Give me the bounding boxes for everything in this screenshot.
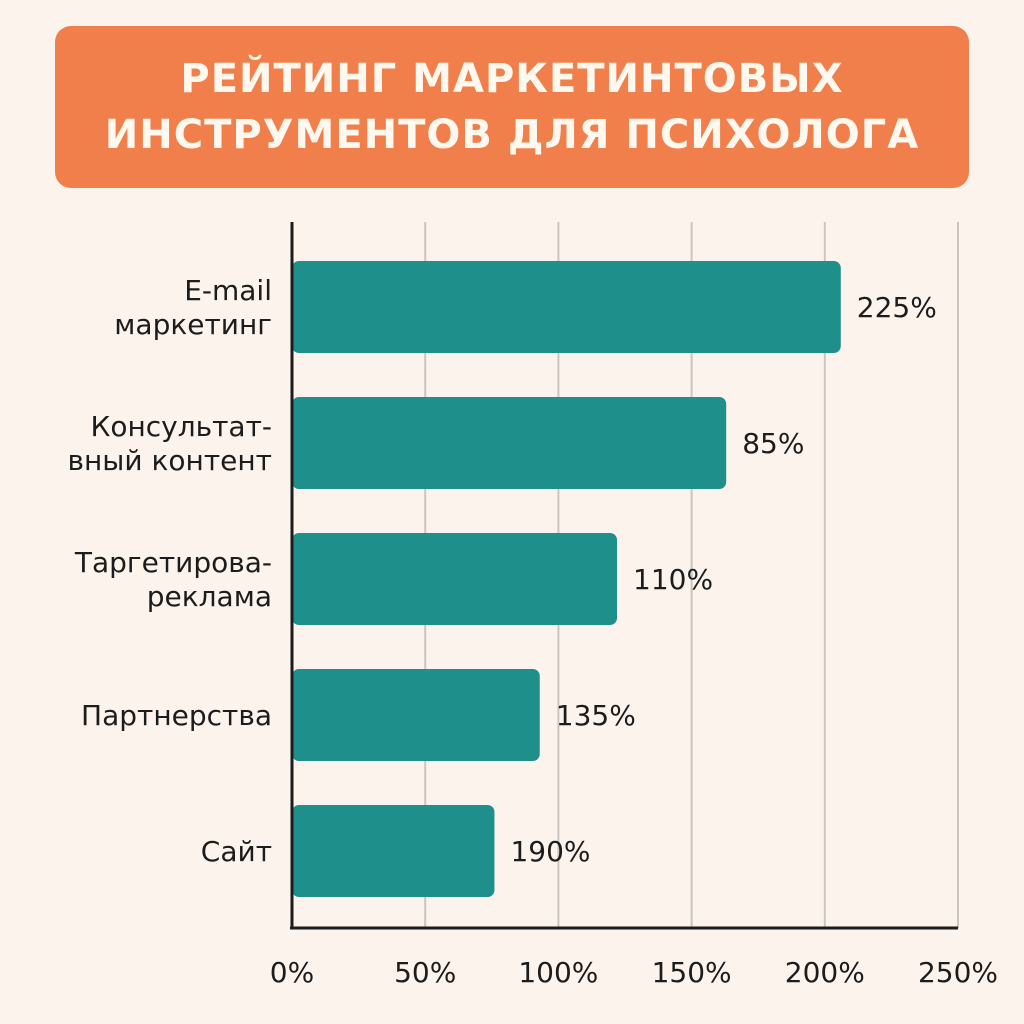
- bar-1: [292, 397, 727, 489]
- category-label-0-1: маркетинг: [114, 308, 272, 341]
- x-tick-label-150: 150%: [652, 956, 732, 989]
- x-tick-label-250: 250%: [918, 956, 998, 989]
- category-label-3-0: Партнерства: [81, 699, 272, 732]
- value-label-1: 85%: [742, 427, 804, 460]
- value-label-2: 110%: [633, 563, 713, 596]
- value-label-3: 135%: [556, 699, 636, 732]
- category-label-0-0: E-mail: [184, 274, 272, 307]
- x-tick-label-100: 100%: [518, 956, 598, 989]
- bar-3: [292, 669, 540, 761]
- value-label-0: 225%: [857, 291, 937, 324]
- category-label-1-0: Консультат-: [90, 410, 272, 443]
- category-label-2-1: реклама: [147, 580, 272, 613]
- x-tick-label-0: 0%: [270, 956, 314, 989]
- x-tick-label-200: 200%: [785, 956, 865, 989]
- title-banner: РЕЙТИНГ МАРКЕТИНТОВЫХ ИНСТРУМЕНТОВ ДЛЯ П…: [55, 26, 969, 188]
- bar-4: [292, 805, 495, 897]
- value-label-4: 190%: [510, 835, 590, 868]
- category-label-4-0: Сайт: [201, 835, 272, 868]
- title-line-2: ИНСТРУМЕНТОВ ДЛЯ ПСИХОЛОГА: [104, 112, 920, 158]
- category-label-2-0: Таргетирова-: [74, 546, 272, 579]
- bar-2: [292, 533, 618, 625]
- x-tick-label-50: 50%: [394, 956, 456, 989]
- title-line-1: РЕЙТИНГ МАРКЕТИНТОВЫХ: [180, 56, 844, 102]
- bar-0: [292, 261, 841, 353]
- category-label-1-1: вный контент: [67, 444, 272, 477]
